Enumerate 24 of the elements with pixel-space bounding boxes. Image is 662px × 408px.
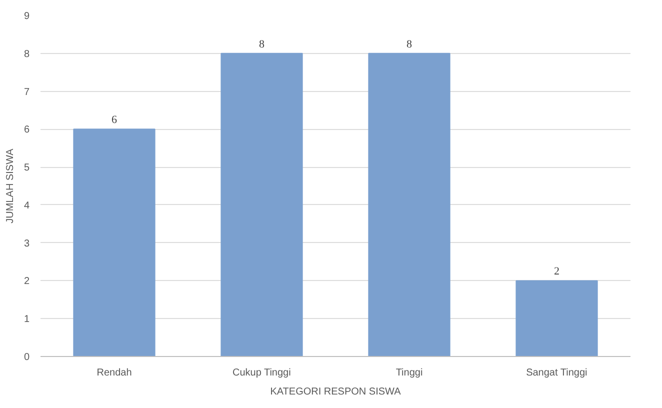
x-tick-label: Rendah bbox=[96, 368, 132, 378]
y-tick-label: 8 bbox=[24, 48, 30, 60]
data-label: 8 bbox=[406, 38, 412, 50]
bar bbox=[368, 52, 450, 356]
y-tick-label: 6 bbox=[24, 124, 30, 136]
y-tick-label: 7 bbox=[24, 86, 30, 98]
data-label: 2 bbox=[554, 266, 560, 278]
y-tick-label: 3 bbox=[24, 238, 30, 250]
data-label: 6 bbox=[112, 114, 118, 126]
data-label: 8 bbox=[259, 38, 265, 50]
y-tick-label: 9 bbox=[24, 11, 30, 22]
y-tick-label: 2 bbox=[24, 276, 30, 288]
x-tick-label: Tinggi bbox=[396, 368, 423, 378]
y-tick-label: 4 bbox=[24, 200, 30, 212]
bar bbox=[73, 128, 156, 356]
y-tick-label: 1 bbox=[24, 314, 30, 326]
x-tick-label: Cukup Tinggi bbox=[232, 368, 291, 378]
x-tick-label: Sangat Tinggi bbox=[526, 368, 588, 378]
bar bbox=[220, 52, 303, 356]
y-tick-label: 5 bbox=[24, 162, 30, 174]
bar bbox=[516, 280, 598, 356]
y-axis-title: JUMLAH SISWA bbox=[4, 148, 16, 224]
y-tick-label: 0 bbox=[24, 352, 30, 363]
x-axis-title: KATEGORI RESPON SISWA bbox=[270, 386, 402, 398]
